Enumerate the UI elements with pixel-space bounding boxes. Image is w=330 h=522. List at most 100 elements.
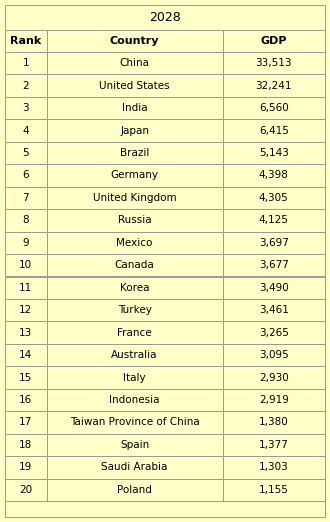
Text: 17: 17 xyxy=(19,418,32,428)
Bar xyxy=(5,456,47,479)
Text: 4,125: 4,125 xyxy=(259,216,289,226)
Text: 2,930: 2,930 xyxy=(259,373,289,383)
Bar xyxy=(5,434,47,456)
Bar xyxy=(5,232,47,254)
Text: 18: 18 xyxy=(19,440,32,450)
Text: Rank: Rank xyxy=(10,36,42,46)
Bar xyxy=(223,120,325,142)
Bar xyxy=(5,479,47,501)
Bar xyxy=(47,30,223,52)
Text: 6: 6 xyxy=(22,171,29,181)
Text: United Kingdom: United Kingdom xyxy=(93,193,177,203)
Text: 3,490: 3,490 xyxy=(259,283,289,293)
Text: France: France xyxy=(117,328,152,338)
Text: 7: 7 xyxy=(22,193,29,203)
Bar xyxy=(5,142,47,164)
Text: 3,095: 3,095 xyxy=(259,350,289,360)
Text: 4,398: 4,398 xyxy=(259,171,289,181)
Bar xyxy=(5,209,47,232)
Bar xyxy=(47,209,223,232)
Bar xyxy=(47,434,223,456)
Text: 3,677: 3,677 xyxy=(259,260,289,270)
Bar xyxy=(47,322,223,344)
Text: Taiwan Province of China: Taiwan Province of China xyxy=(70,418,199,428)
Text: Turkey: Turkey xyxy=(118,305,151,315)
Bar xyxy=(47,344,223,366)
Text: Country: Country xyxy=(110,36,159,46)
Text: 20: 20 xyxy=(19,485,32,495)
Text: 3: 3 xyxy=(22,103,29,113)
Bar xyxy=(223,299,325,322)
Bar xyxy=(5,299,47,322)
Text: Mexico: Mexico xyxy=(116,238,153,248)
Bar xyxy=(5,30,47,52)
Text: 19: 19 xyxy=(19,462,32,472)
Text: 3,697: 3,697 xyxy=(259,238,289,248)
Text: 33,513: 33,513 xyxy=(255,58,292,68)
Bar xyxy=(223,232,325,254)
Text: 16: 16 xyxy=(19,395,32,405)
Bar xyxy=(47,479,223,501)
Bar xyxy=(5,187,47,209)
Text: 4,305: 4,305 xyxy=(259,193,289,203)
Bar xyxy=(47,120,223,142)
Text: 6,560: 6,560 xyxy=(259,103,289,113)
Bar xyxy=(47,456,223,479)
Bar xyxy=(223,30,325,52)
Text: 15: 15 xyxy=(19,373,32,383)
Text: 32,241: 32,241 xyxy=(255,81,292,91)
Bar xyxy=(223,322,325,344)
Bar xyxy=(47,164,223,187)
Bar xyxy=(5,389,47,411)
Text: 12: 12 xyxy=(19,305,32,315)
Bar xyxy=(47,142,223,164)
Text: 2028: 2028 xyxy=(149,11,181,24)
Bar xyxy=(5,411,47,434)
Text: United States: United States xyxy=(99,81,170,91)
Bar xyxy=(47,52,223,75)
Bar xyxy=(5,366,47,389)
Text: 1,303: 1,303 xyxy=(259,462,289,472)
Text: 2: 2 xyxy=(22,81,29,91)
Bar xyxy=(223,142,325,164)
Bar xyxy=(5,277,47,299)
Text: 1: 1 xyxy=(22,58,29,68)
Bar xyxy=(223,75,325,97)
Bar xyxy=(223,187,325,209)
Bar xyxy=(223,456,325,479)
Bar xyxy=(5,75,47,97)
Text: 2,919: 2,919 xyxy=(259,395,289,405)
Bar xyxy=(5,322,47,344)
Text: China: China xyxy=(119,58,149,68)
Text: Korea: Korea xyxy=(120,283,149,293)
Bar xyxy=(47,366,223,389)
Text: 5,143: 5,143 xyxy=(259,148,289,158)
Text: Poland: Poland xyxy=(117,485,152,495)
Text: Australia: Australia xyxy=(111,350,158,360)
Bar xyxy=(223,344,325,366)
Text: 5: 5 xyxy=(22,148,29,158)
Bar xyxy=(47,97,223,120)
Bar xyxy=(5,501,325,517)
Bar xyxy=(223,254,325,277)
Bar xyxy=(223,277,325,299)
Bar xyxy=(47,232,223,254)
Bar xyxy=(47,299,223,322)
Text: 6,415: 6,415 xyxy=(259,126,289,136)
Text: 14: 14 xyxy=(19,350,32,360)
Bar xyxy=(223,164,325,187)
Text: India: India xyxy=(122,103,148,113)
Bar xyxy=(47,254,223,277)
Bar xyxy=(5,344,47,366)
Bar xyxy=(223,411,325,434)
Bar xyxy=(223,97,325,120)
Text: Italy: Italy xyxy=(123,373,146,383)
Bar xyxy=(223,434,325,456)
Text: Indonesia: Indonesia xyxy=(109,395,160,405)
Text: 11: 11 xyxy=(19,283,32,293)
Bar xyxy=(5,254,47,277)
Bar xyxy=(47,75,223,97)
Text: Germany: Germany xyxy=(111,171,159,181)
Bar xyxy=(47,187,223,209)
Text: Saudi Arabia: Saudi Arabia xyxy=(101,462,168,472)
